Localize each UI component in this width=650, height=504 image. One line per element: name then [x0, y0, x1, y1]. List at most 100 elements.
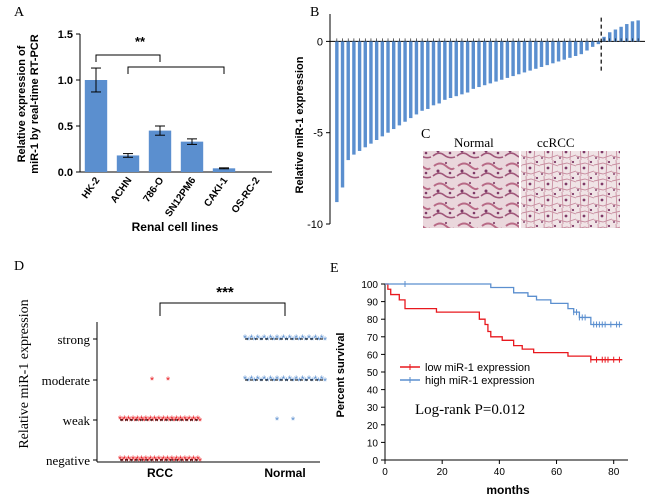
panel-d-point: * — [265, 376, 270, 388]
panel-d-point: * — [142, 456, 147, 468]
panel-e-legend-label: low miR-1 expression — [425, 362, 530, 374]
panel-e-ytick-label: 100 — [361, 280, 378, 291]
panel-a-ytick-label: 0.5 — [58, 121, 73, 133]
panel-b-bar — [517, 41, 521, 75]
panel-a-ylabel-line1: Relative expression of — [16, 45, 28, 162]
panel-d-level-label: negative — [46, 453, 90, 468]
panel-d-point: * — [137, 416, 142, 428]
panel-d-point: * — [142, 416, 147, 428]
panel-b-bar — [346, 41, 350, 161]
histology-ccrcc-label: ccRCC — [537, 135, 575, 150]
panel-e-ytick-label: 10 — [367, 438, 379, 449]
panel-e-survival-curve: Percent survival months Log-rank P=0.012… — [335, 280, 628, 497]
panel-d-point: * — [196, 454, 201, 466]
panel-d-point: * — [278, 335, 283, 347]
panel-b-bar — [403, 41, 407, 122]
panel-d-point: * — [278, 376, 283, 388]
panel-e-xtick-label: 80 — [608, 467, 620, 478]
panel-d-point: * — [187, 454, 192, 466]
panel-d-point: * — [133, 416, 138, 428]
panel-b-bar — [579, 41, 584, 55]
panel-b-bar — [522, 41, 527, 73]
panel-d-point: * — [252, 335, 257, 347]
panel-d-point: * — [307, 374, 312, 386]
panel-b-bar — [391, 41, 396, 130]
panel-b-bar — [448, 41, 453, 98]
panel-b-bar — [369, 41, 373, 144]
panel-b-bar — [414, 41, 419, 115]
panel-a-xlabel: Renal cell lines — [132, 220, 219, 234]
panel-b-bar — [437, 41, 441, 104]
panel-b-bar — [352, 41, 356, 155]
panel-d-point: * — [198, 456, 203, 468]
panel-d-point: * — [246, 335, 251, 347]
panel-d-point: * — [176, 456, 181, 468]
panel-b-bar — [357, 41, 362, 151]
panel-c-label: C — [421, 127, 430, 142]
panel-d-point: * — [189, 456, 194, 468]
panel-a-bar — [84, 80, 108, 172]
panel-d-point: * — [181, 456, 186, 468]
histology-normal-label: Normal — [454, 135, 494, 150]
panel-b-bar — [488, 41, 493, 84]
panel-d-point: * — [310, 376, 315, 388]
panel-a-sig-bracket — [127, 66, 225, 74]
panel-a-label: A — [14, 5, 25, 20]
panel-d-category-label: Normal — [264, 466, 305, 480]
panel-d-point: * — [137, 456, 142, 468]
panel-d-point: * — [304, 376, 309, 388]
panel-b-bar — [420, 41, 424, 111]
panel-b-bar — [590, 41, 595, 47]
panel-d-point: * — [297, 335, 302, 347]
panel-d-point: * — [168, 416, 173, 428]
panel-d-point: * — [284, 335, 289, 347]
panel-b-bar — [482, 41, 487, 86]
panel-d-point: * — [131, 454, 136, 466]
panel-b-bar — [534, 41, 538, 69]
panel-d-category-label: RCC — [147, 466, 173, 480]
panel-d-point: * — [323, 376, 328, 388]
panel-e-ytick-label: 0 — [372, 456, 378, 467]
panel-b-bar — [585, 41, 589, 51]
panel-b-bar — [335, 41, 339, 203]
panel-d-point: * — [172, 456, 177, 468]
panel-b-bar — [528, 41, 532, 71]
panel-e-ytick-label: 20 — [367, 421, 379, 432]
panel-b-bar — [545, 41, 549, 66]
panel-d-point: * — [291, 335, 296, 347]
panel-d-point: * — [275, 415, 280, 427]
panel-a-category-label: 786-O — [142, 175, 167, 204]
panel-e-ytick-label: 40 — [367, 386, 379, 397]
panel-c-histology: Normal ccRCC — [423, 135, 620, 228]
panel-d-point: * — [252, 376, 257, 388]
panel-e-ytick-label: 80 — [367, 315, 379, 326]
panel-d-point: * — [150, 416, 155, 428]
panel-d-point: * — [191, 454, 196, 466]
panel-d-sig-bracket — [159, 302, 286, 316]
panel-b-bar — [551, 41, 555, 64]
panel-d-point: * — [196, 414, 201, 426]
panel-a-ytick-label: 1.0 — [58, 75, 73, 87]
panel-d-point: * — [187, 414, 192, 426]
panel-d-point: * — [181, 416, 186, 428]
panel-a-category-label: ACHN — [109, 175, 135, 205]
panel-b-label: B — [310, 5, 319, 20]
panel-a-category-label: HK-2 — [80, 175, 103, 201]
panel-b-bar — [630, 21, 635, 42]
panel-e-xtick-label: 0 — [382, 467, 388, 478]
panel-d-point: * — [152, 454, 157, 466]
panel-b-bar — [426, 41, 430, 109]
panel-e-ytick-label: 60 — [367, 350, 379, 361]
panel-d-point: * — [281, 374, 286, 386]
panel-a-bar — [212, 168, 236, 172]
panel-d-point: * — [172, 416, 177, 428]
panel-b-bar — [471, 41, 475, 89]
panel-e-label: E — [330, 261, 339, 276]
panel-d-dot-plot: Relative miR-1 expression *** negativewe… — [17, 284, 328, 480]
panel-d-ylabel: Relative miR-1 expression — [17, 299, 32, 448]
panel-b-bar — [397, 41, 402, 126]
panel-e-ytick-label: 90 — [367, 298, 379, 309]
panel-b-bar — [431, 41, 436, 106]
panel-a-bar — [180, 141, 204, 172]
panel-b-bar — [613, 29, 618, 42]
